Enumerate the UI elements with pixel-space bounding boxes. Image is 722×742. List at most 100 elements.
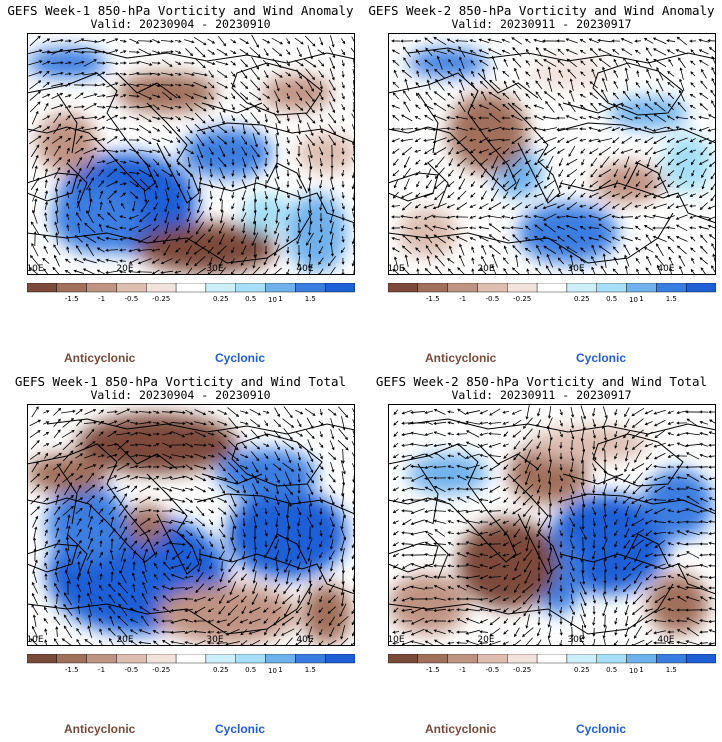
- wind-arrowhead: [36, 506, 40, 510]
- wind-arrowhead: [435, 164, 439, 169]
- wind-arrowhead: [187, 208, 191, 212]
- wind-arrowhead: [634, 149, 638, 153]
- wind-arrow: [171, 574, 185, 580]
- wind-arrowhead: [667, 236, 671, 239]
- wind-arrowhead: [623, 479, 627, 483]
- wind-arrow: [580, 226, 586, 230]
- wind-arrowhead: [223, 411, 228, 415]
- wind-arrowhead: [634, 204, 638, 208]
- wind-arrowhead: [579, 138, 583, 142]
- wind-arrowhead: [559, 544, 563, 548]
- wind-arrowhead: [298, 120, 302, 124]
- wind-arrowhead: [220, 524, 224, 528]
- wind-arrow: [185, 530, 193, 536]
- wind-arrowhead: [401, 509, 405, 513]
- wind-arrowhead: [525, 150, 529, 154]
- wind-arrow: [513, 440, 521, 450]
- wind-arrow: [250, 419, 260, 427]
- wind-arrow: [512, 463, 522, 471]
- wind-arrowhead: [479, 553, 483, 557]
- wind-arrowhead: [446, 38, 450, 42]
- wind-arrowhead: [64, 258, 69, 262]
- colorbar-swatch: [146, 654, 177, 664]
- wind-arrow: [195, 539, 205, 549]
- wind-arrow: [53, 539, 61, 549]
- wind-arrow: [296, 234, 302, 244]
- wind-arrow: [231, 147, 235, 155]
- wind-arrow: [43, 410, 49, 414]
- wind-arrowhead: [231, 195, 235, 199]
- wind-arrow: [667, 215, 675, 219]
- wind-arrow: [678, 255, 686, 267]
- wind-arrowhead: [533, 150, 537, 154]
- wind-arrowhead: [604, 415, 608, 419]
- wind-arrow: [155, 190, 157, 200]
- wind-arrow: [242, 529, 246, 537]
- wind-arrow: [193, 36, 207, 46]
- wind-arrow: [393, 431, 399, 437]
- wind-arrow: [66, 246, 70, 254]
- wind-arrowhead: [157, 51, 161, 55]
- wind-arrow: [170, 422, 186, 424]
- wind-arrowhead: [318, 609, 322, 613]
- wind-arrow: [611, 227, 621, 229]
- wind-arrowhead: [33, 548, 37, 552]
- wind-arrow: [138, 92, 152, 100]
- wind-arrowhead: [285, 559, 289, 563]
- wind-arrow: [194, 57, 206, 69]
- wind-arrowhead: [71, 429, 75, 433]
- wind-arrowhead: [264, 632, 267, 636]
- wind-arrowhead: [685, 443, 689, 448]
- wind-arrow: [161, 169, 173, 177]
- wind-arrow: [623, 57, 631, 69]
- wind-arrow: [105, 73, 119, 75]
- wind-arrowhead: [556, 205, 560, 209]
- wind-arrowhead: [153, 640, 157, 644]
- wind-arrow: [52, 453, 62, 459]
- wind-arrow: [489, 234, 501, 244]
- wind-arrowhead: [114, 453, 118, 457]
- wind-arrowhead: [184, 641, 188, 645]
- wind-arrow: [84, 409, 96, 415]
- wind-arrowhead: [207, 576, 212, 580]
- wind-arrowhead: [203, 443, 207, 447]
- wind-arrowhead: [189, 544, 193, 548]
- wind-arrow: [43, 431, 49, 437]
- wind-arrowhead: [492, 66, 496, 70]
- wind-arrow: [590, 157, 598, 167]
- wind-arrowhead: [543, 152, 547, 156]
- wind-arrowhead: [613, 58, 617, 62]
- wind-arrow: [232, 525, 234, 541]
- wind-arrow: [330, 178, 334, 190]
- wind-arrow: [415, 82, 421, 88]
- wind-arrowhead: [161, 630, 165, 634]
- wind-arrow: [512, 47, 522, 57]
- wind-arrowhead: [590, 102, 594, 106]
- wind-arrow: [502, 553, 510, 557]
- wind-arrow: [264, 530, 268, 536]
- wind-arrowhead: [297, 523, 301, 527]
- coastline: [507, 473, 561, 575]
- wind-arrowhead: [392, 114, 396, 118]
- wind-arrow: [502, 236, 510, 242]
- wind-arrow: [502, 180, 510, 188]
- coastline: [46, 418, 355, 435]
- wind-arrowhead: [36, 495, 41, 499]
- wind-arrow: [209, 563, 213, 569]
- wind-arrowhead: [341, 261, 345, 265]
- wind-arrowhead: [526, 48, 529, 52]
- wind-arrow: [480, 476, 488, 480]
- wind-arrow: [416, 257, 420, 265]
- wind-arrow: [447, 38, 455, 44]
- wind-arrow: [117, 440, 129, 450]
- wind-arrow: [557, 193, 565, 197]
- wind-arrow: [273, 627, 281, 637]
- wind-arrow: [614, 541, 618, 547]
- wind-arrow: [161, 72, 173, 76]
- wind-arrow: [208, 410, 214, 414]
- wind-arrowhead: [503, 245, 507, 249]
- wind-arrowhead: [333, 131, 336, 135]
- wind-arrowhead: [232, 96, 236, 100]
- wind-arrow: [74, 116, 84, 120]
- wind-arrowhead: [424, 59, 428, 63]
